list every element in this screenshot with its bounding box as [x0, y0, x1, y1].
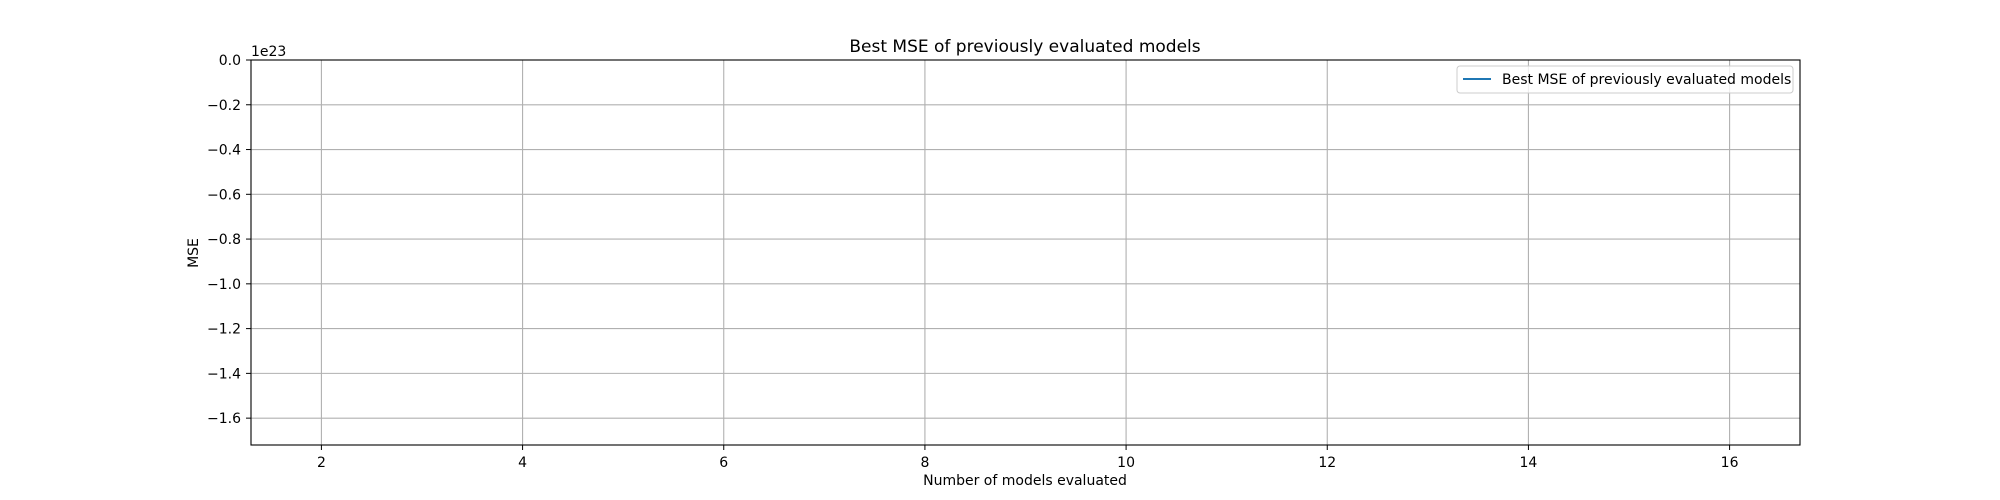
x-tick-label: 6 [719, 455, 728, 471]
y-tick-label: −0.8 [207, 232, 241, 248]
y-tick-label: −1.6 [207, 411, 241, 427]
plot-area [251, 60, 1800, 445]
x-tick-label: 14 [1520, 455, 1538, 471]
x-tick-label: 8 [920, 455, 929, 471]
x-axis-label: Number of models evaluated [923, 473, 1127, 489]
y-tick-label: −0.2 [207, 98, 241, 114]
y-tick-label: −1.2 [207, 322, 241, 338]
y-axis-label: MSE [186, 238, 202, 268]
plot-frame [250, 59, 1801, 446]
x-tick-label: 12 [1318, 455, 1336, 471]
x-tick-label: 10 [1117, 455, 1135, 471]
y-offset-text: 1e23 [251, 44, 286, 60]
x-tick-label: 2 [317, 455, 326, 471]
y-gridlines [251, 104, 1800, 419]
legend-entry-label: Best MSE of previously evaluated models [1502, 72, 1791, 88]
legend-box [1456, 65, 1794, 94]
y-ticks: 0.0 −0.2 −0.4 −0.6 −0.8 −1.0 −1.2 −1.4 −1.6 [207, 53, 251, 427]
y-tick-label: −0.6 [207, 187, 241, 203]
x-tick-label: 4 [518, 455, 527, 471]
x-gridlines [320, 60, 1731, 445]
x-tick-label: 16 [1721, 455, 1739, 471]
y-tick-label: −1.0 [207, 277, 241, 293]
y-tick-label: −0.4 [207, 143, 241, 159]
y-tick-label: 0.0 [219, 53, 241, 69]
y-tick-label: −1.4 [207, 366, 241, 382]
x-ticks: 2 4 6 8 10 12 14 16 [317, 445, 1739, 471]
chart-title: Best MSE of previously evaluated models [849, 37, 1200, 57]
legend: Best MSE of previously evaluated models [1456, 65, 1794, 94]
